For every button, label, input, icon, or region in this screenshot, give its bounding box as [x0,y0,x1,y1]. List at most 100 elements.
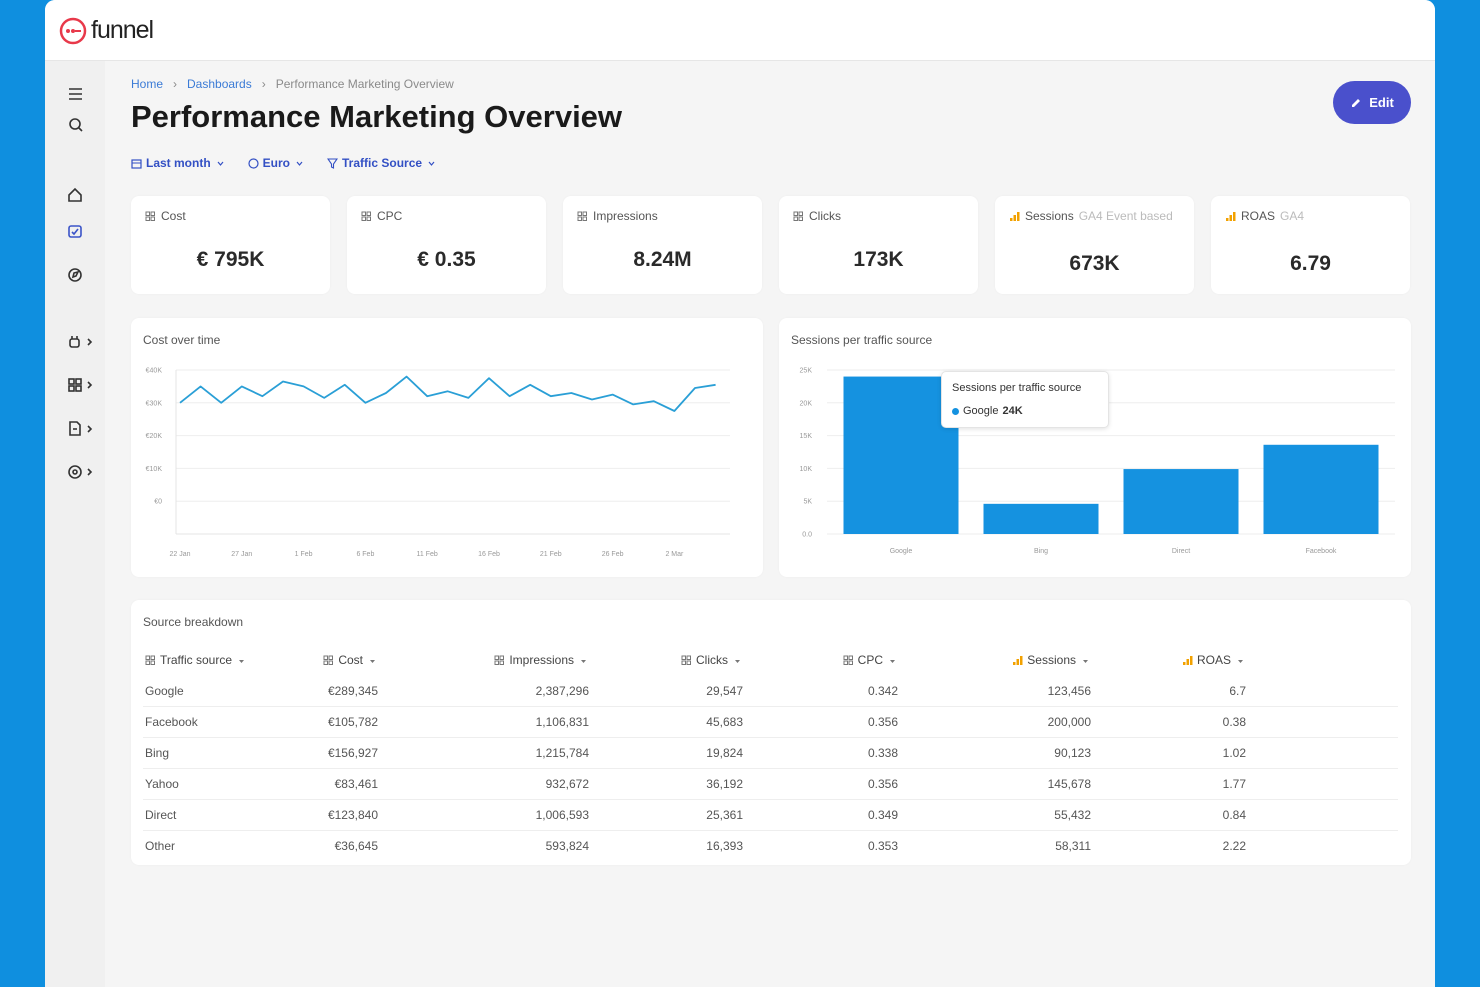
icon-part [1016,658,1020,665]
row-divider [143,830,1398,831]
table-cell: €289,345 [327,684,378,698]
table-card: Source breakdown Traffic source Cost Impres… [131,600,1411,865]
table-header[interactable]: CPC [843,653,898,667]
table-cell: 932,672 [545,777,589,791]
filter-dropdown[interactable]: Traffic Source [327,156,437,170]
icon-part [145,660,150,665]
breadcrumb-link[interactable]: Home [131,77,164,91]
search-icon[interactable] [69,118,83,132]
table-cell: 1.77 [1222,777,1246,791]
table-header[interactable]: Impressions [494,653,589,667]
icon-part [131,158,142,169]
menu-icon[interactable] [69,88,82,100]
row-divider [143,799,1398,800]
table-header[interactable]: Cost [323,653,378,667]
kpi-header: Impressions [577,209,658,223]
table-cell: Direct [145,808,177,822]
grid-icon [681,655,691,665]
grid-icon [843,655,853,665]
compass-icon[interactable] [68,268,82,282]
table-header[interactable]: Traffic source [145,653,247,667]
coin-icon [248,157,259,169]
icon-part [1189,655,1193,665]
kpi-label: CPC [377,209,403,223]
breadcrumb-separator: › [173,77,178,91]
table-cell: 25,361 [706,808,743,822]
widgets-icon[interactable] [68,378,93,392]
table-header[interactable]: Clicks [681,653,743,667]
column-label: ROAS [1196,653,1231,667]
caret-icon [428,161,435,166]
kpi-card: Sessions GA4 Event based 673K [995,196,1194,294]
sort-icon [1238,659,1243,663]
column-label: Traffic source [160,653,233,667]
table-cell: Bing [145,746,170,760]
icon-part [681,655,686,660]
document-icon[interactable] [69,421,93,436]
icon-part [793,216,798,221]
kpi-header: Cost [145,209,186,223]
table-cell: 2.22 [1222,839,1246,853]
kpi-label: Sessions [1025,209,1074,223]
column-label: Clicks [696,653,728,667]
table-cell: 29,547 [706,684,743,698]
table-cell: €83,461 [334,777,378,791]
filter-bar: Last month Euro Traffic Source [131,156,437,170]
table-cell: 1,006,593 [535,808,589,822]
filter-label: Euro [262,156,291,170]
grid-icon [145,211,155,221]
filter-dropdown[interactable]: Euro [248,156,305,170]
icon-part [327,157,339,169]
icon-part [1020,655,1023,665]
icon-part [1186,658,1189,665]
home-icon[interactable] [68,187,82,202]
row-divider [143,737,1398,738]
icon-part [848,655,853,660]
icon-part [296,161,303,166]
tooltip-swatch [952,407,959,415]
filter-dropdown[interactable]: Last month [131,156,226,170]
sort-icon [370,659,375,663]
icon-part [582,211,587,216]
kpi-value: 173K [853,248,904,271]
table-cell: €105,782 [327,715,378,729]
edit-button[interactable]: Edit [1333,81,1411,124]
icon-part [248,157,259,169]
top-bar: funnel [45,0,1435,61]
table-cell: 36,192 [706,777,743,791]
dashboard-icon[interactable] [68,225,82,238]
table-title: Source breakdown [143,615,244,629]
table-header[interactable]: Sessions [1012,653,1091,667]
icon-part [1013,661,1016,665]
table-header[interactable]: ROAS [1182,653,1246,667]
icon-part [848,660,853,665]
settings-icon[interactable] [68,465,93,479]
table-cell: 1,106,831 [535,715,589,729]
icon-part [361,211,366,216]
kpi-header: CPC [361,209,402,223]
table-cell: 0.356 [867,777,898,791]
breadcrumb-current: Performance Marketing Overview [275,77,454,91]
table-cell: 2,387,296 [535,684,589,698]
plug-icon[interactable] [69,336,93,348]
ga-icon [1010,211,1020,221]
icon-part [494,660,500,665]
icon-part [428,161,435,166]
chart-title: Cost over time [143,333,221,347]
logo-icon [59,17,87,45]
icon-part [577,211,582,216]
filter-label: Traffic Source [342,156,423,170]
sidebar-icons [68,88,93,479]
breadcrumb-link[interactable]: Dashboards [187,77,252,91]
icon-part [323,655,329,660]
filter-label: Last month [146,156,211,170]
grid-icon [323,655,334,665]
kpi-label: Impressions [593,209,658,223]
table-cell: 58,311 [1055,839,1091,853]
table-cell: Facebook [145,715,198,729]
sort-icon [239,659,245,663]
table-cell: 0.38 [1222,715,1246,729]
table-cell: 90,123 [1054,746,1091,760]
table-cell: €36,645 [334,839,378,853]
